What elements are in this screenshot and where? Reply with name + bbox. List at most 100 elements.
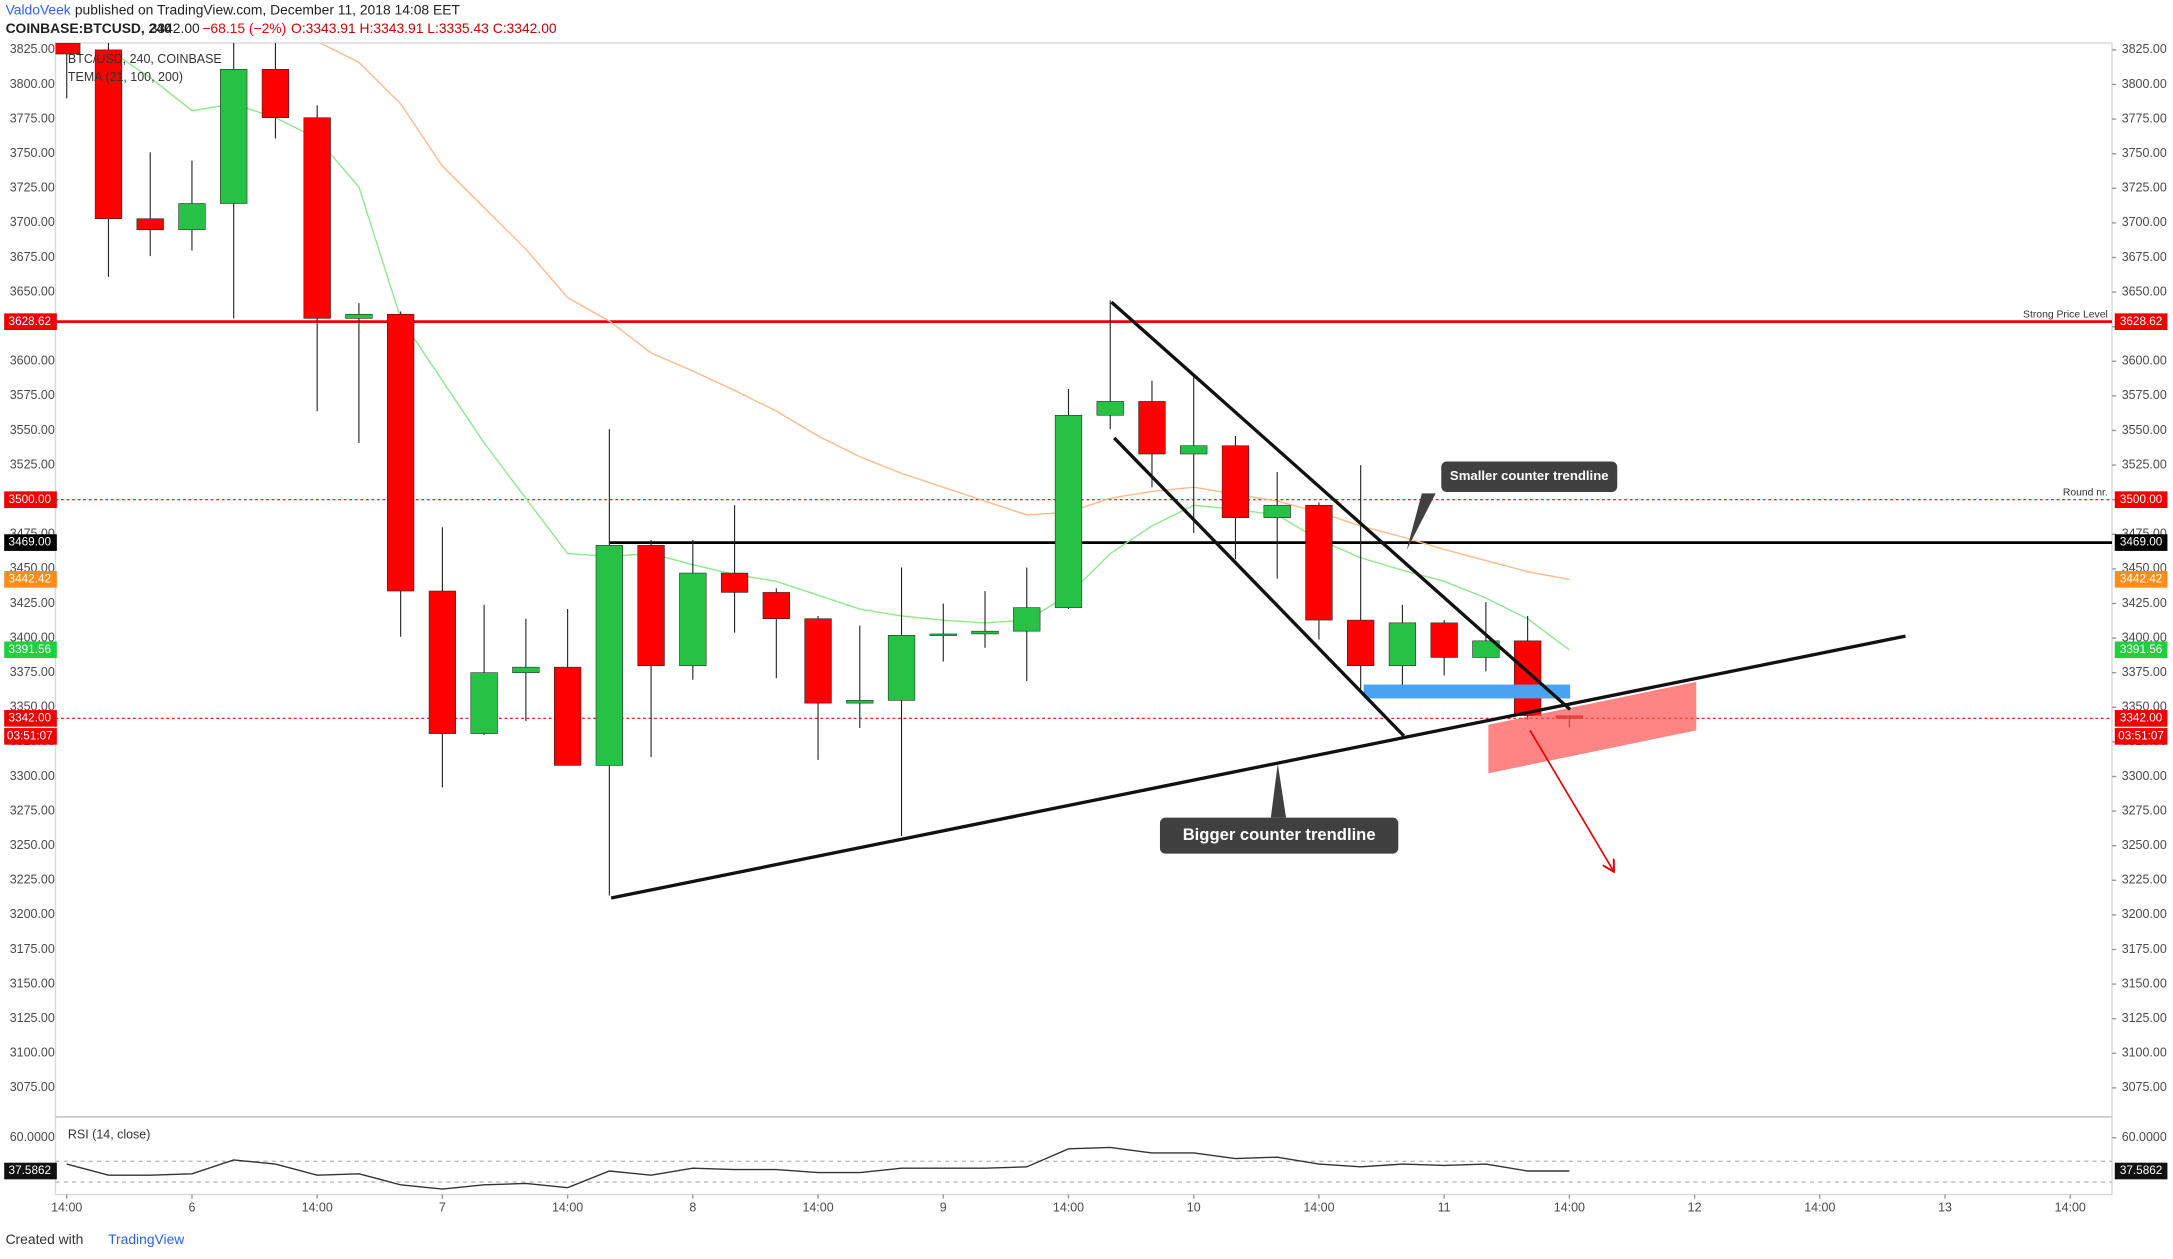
candle-body xyxy=(1013,607,1041,632)
callout-pointer xyxy=(1270,763,1287,818)
y-tick-label: 3225.00 xyxy=(2122,873,2167,887)
candle-body xyxy=(929,633,957,636)
y-tick-label: 3800.00 xyxy=(2122,77,2167,91)
countdown-tag xyxy=(2114,728,2168,745)
y-tick-label: 3525.00 xyxy=(2122,457,2167,471)
y-tick-label: 3100.00 xyxy=(2122,1046,2167,1060)
candle-body xyxy=(94,49,123,220)
y-tick-label: 3150.00 xyxy=(10,976,55,990)
candles xyxy=(55,42,1584,896)
line xyxy=(66,1146,1570,1190)
price-tag xyxy=(2114,641,2168,659)
y-tick-label: 3700.00 xyxy=(2122,215,2167,229)
y-tick-label: 3775.00 xyxy=(2122,111,2167,125)
y-tick-label: 3525.00 xyxy=(10,457,55,471)
x-tick-label: 14:00 xyxy=(1303,1201,1334,1215)
candle-body xyxy=(512,666,540,673)
x-tick-label: 14:00 xyxy=(1554,1201,1585,1215)
candle-body xyxy=(637,545,665,667)
y-tick-label: 3575.00 xyxy=(2122,388,2167,402)
y-tick-label: 3400.00 xyxy=(2122,630,2167,644)
candle-body xyxy=(679,572,707,667)
x-tick-label: 14:00 xyxy=(2055,1201,2086,1215)
price-tag xyxy=(4,710,57,727)
price-tag xyxy=(4,571,57,588)
price-tag xyxy=(4,534,57,551)
y-tick-label: 3375.00 xyxy=(2122,665,2167,679)
down-arrow xyxy=(1529,729,1613,870)
last-price: 3342.00 xyxy=(150,20,200,36)
x-tick-label: 10 xyxy=(1187,1201,1201,1215)
y-tick-label: 3775.00 xyxy=(10,111,55,125)
x-tick-label: 11 xyxy=(1438,1201,1451,1215)
y-tick-label: 3250.00 xyxy=(2122,838,2167,852)
candle-body xyxy=(1388,622,1417,667)
candle-body xyxy=(345,313,373,319)
price-tag-label: 3628.62 xyxy=(9,315,52,328)
y-tick-label: 3075.00 xyxy=(2122,1080,2167,1094)
y-tick-label: 3825.00 xyxy=(2122,42,2167,56)
candle-body xyxy=(136,218,164,231)
annotation: Bigger counter trendline xyxy=(1183,825,1376,844)
ohlc: O:3343.91 H:3343.91 L:3335.43 C:3342.00 xyxy=(291,20,557,36)
author[interactable]: ValdoVeek xyxy=(6,2,71,18)
candle-body xyxy=(261,68,290,118)
countdown: 03:51:07 xyxy=(7,729,53,742)
y-tick-label: 3550.00 xyxy=(2122,423,2167,437)
price-tag xyxy=(2114,491,2168,508)
y-tick-label: 60.0000 xyxy=(2122,1130,2167,1144)
x-tick-label: 14:00 xyxy=(51,1201,82,1215)
x-tick-label: 6 xyxy=(188,1201,195,1215)
x-tick-label: 7 xyxy=(439,1201,446,1215)
level-text: Strong Price Level xyxy=(2023,309,2108,320)
x-tick-label: 13 xyxy=(1938,1201,1952,1215)
footer-brand[interactable]: TradingView xyxy=(108,1231,185,1247)
price-tag-label: 3442.42 xyxy=(2120,572,2163,585)
candle-body xyxy=(1347,619,1375,667)
price-tag xyxy=(2114,313,2168,330)
annotation: Smaller counter trendline xyxy=(1450,468,1609,483)
y-tick-label: 3600.00 xyxy=(2122,354,2167,368)
y-tick-label: 3275.00 xyxy=(2122,803,2167,817)
price-tag-label: 3500.00 xyxy=(2120,493,2163,506)
x-tick-label: 14:00 xyxy=(1053,1201,1084,1215)
y-tick-label: 3800.00 xyxy=(10,77,55,91)
rsi-title: RSI (14, close) xyxy=(68,1127,150,1141)
candle-body xyxy=(595,545,623,766)
symbol: COINBASE:BTCUSD, 240 xyxy=(6,20,172,36)
x-tick-label: 14:00 xyxy=(802,1201,833,1215)
y-tick-label: 3750.00 xyxy=(2122,146,2167,160)
x-tick-label: 9 xyxy=(940,1201,947,1215)
price-tag xyxy=(4,641,57,659)
candle-body xyxy=(762,592,790,619)
channel-upper xyxy=(1110,300,1572,711)
panel-border xyxy=(54,42,2113,1196)
y-tick-label: 3300.00 xyxy=(10,769,55,783)
candle-body xyxy=(720,572,749,593)
candle-body xyxy=(178,203,206,231)
y-tick-label: 3250.00 xyxy=(10,838,55,852)
x-tick-label: 14:00 xyxy=(552,1201,583,1215)
y-tick-label: 3400.00 xyxy=(10,630,55,644)
price-tag xyxy=(2114,1162,2168,1180)
candle-body xyxy=(470,672,498,734)
y-tick-label: 3700.00 xyxy=(10,215,55,229)
channel-lower xyxy=(1113,436,1406,738)
legend-title: BTC/USD, 240, COINBASE xyxy=(68,52,222,66)
candle-body xyxy=(428,590,457,734)
price-tag-label: 37.5862 xyxy=(9,1164,52,1177)
y-tick-label: 3425.00 xyxy=(10,596,55,610)
y-tick-label: 3075.00 xyxy=(10,1080,55,1094)
bigger-trendline xyxy=(610,634,1906,900)
x-tick-label: 12 xyxy=(1688,1201,1702,1215)
y-tick-label: 3600.00 xyxy=(10,354,55,368)
published: published on TradingView.com, December 1… xyxy=(75,2,461,18)
candle-body xyxy=(387,313,415,592)
y-tick-label: 3425.00 xyxy=(2122,596,2167,610)
y-tick-label: 3300.00 xyxy=(2122,769,2167,783)
price-tag-label: 3469.00 xyxy=(9,536,52,549)
countdown: 03:51:07 xyxy=(2118,729,2164,742)
x-tick-label: 14:00 xyxy=(1804,1201,1835,1215)
level-text: Round nr. xyxy=(2063,488,2108,499)
